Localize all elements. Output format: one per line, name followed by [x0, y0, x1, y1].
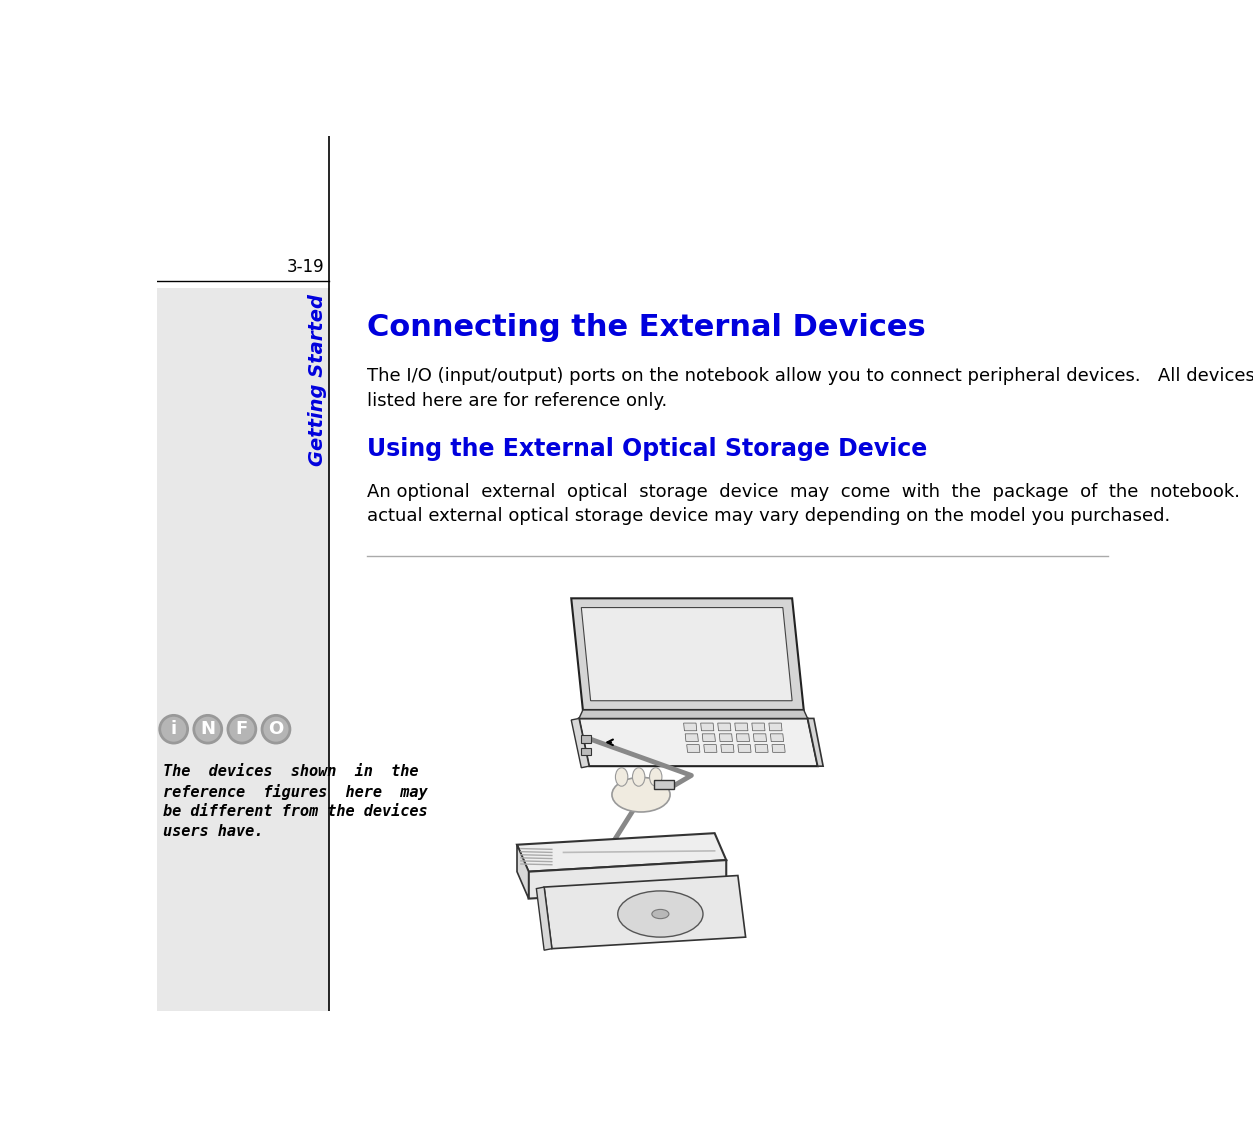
Polygon shape — [687, 744, 700, 752]
Ellipse shape — [633, 768, 645, 786]
Text: F: F — [236, 720, 248, 738]
Ellipse shape — [618, 891, 703, 937]
Circle shape — [262, 716, 289, 743]
Polygon shape — [719, 734, 733, 742]
Text: Getting Started: Getting Started — [308, 294, 327, 467]
Bar — [654, 780, 674, 790]
Polygon shape — [700, 722, 714, 730]
Polygon shape — [718, 722, 730, 730]
Text: Using the External Optical Storage Device: Using the External Optical Storage Devic… — [367, 436, 927, 460]
Polygon shape — [544, 876, 746, 949]
Polygon shape — [772, 744, 786, 752]
Polygon shape — [737, 734, 749, 742]
Polygon shape — [769, 722, 782, 730]
Circle shape — [228, 716, 256, 743]
Text: An optional  external  optical  storage  device  may  come  with  the  package  : An optional external optical storage dev… — [367, 483, 1253, 501]
Polygon shape — [580, 735, 590, 743]
Circle shape — [194, 716, 222, 743]
Polygon shape — [753, 734, 767, 742]
Text: The I/O (input/output) ports on the notebook allow you to connect peripheral dev: The I/O (input/output) ports on the note… — [367, 367, 1253, 385]
Polygon shape — [536, 887, 551, 950]
Polygon shape — [771, 734, 783, 742]
Polygon shape — [720, 744, 734, 752]
Polygon shape — [684, 722, 697, 730]
Polygon shape — [704, 744, 717, 752]
Polygon shape — [808, 718, 823, 766]
Text: be different from the devices: be different from the devices — [163, 804, 427, 819]
Ellipse shape — [611, 777, 670, 812]
Polygon shape — [571, 599, 803, 710]
Text: i: i — [170, 720, 177, 738]
Text: O: O — [268, 720, 283, 738]
Polygon shape — [702, 734, 715, 742]
Polygon shape — [517, 845, 529, 899]
Polygon shape — [581, 608, 792, 701]
Text: actual external optical storage device may vary depending on the model you purch: actual external optical storage device m… — [367, 508, 1170, 526]
Polygon shape — [579, 718, 818, 766]
Ellipse shape — [615, 768, 628, 786]
Polygon shape — [685, 734, 698, 742]
Polygon shape — [734, 722, 748, 730]
Polygon shape — [752, 722, 766, 730]
Text: reference  figures  here  may: reference figures here may — [163, 784, 427, 800]
Polygon shape — [529, 860, 727, 899]
Polygon shape — [571, 718, 589, 768]
Polygon shape — [738, 744, 751, 752]
Circle shape — [159, 716, 188, 743]
Polygon shape — [517, 833, 727, 871]
Ellipse shape — [649, 768, 662, 786]
Text: N: N — [200, 720, 216, 738]
Text: users have.: users have. — [163, 824, 263, 838]
Bar — [157, 289, 328, 1011]
Ellipse shape — [652, 910, 669, 919]
Text: 3-19: 3-19 — [287, 259, 325, 276]
Polygon shape — [579, 710, 808, 718]
Text: listed here are for reference only.: listed here are for reference only. — [367, 392, 668, 410]
Polygon shape — [580, 747, 590, 755]
Text: The  devices  shown  in  the: The devices shown in the — [163, 763, 419, 779]
Polygon shape — [754, 744, 768, 752]
Text: Connecting the External Devices: Connecting the External Devices — [367, 314, 926, 342]
